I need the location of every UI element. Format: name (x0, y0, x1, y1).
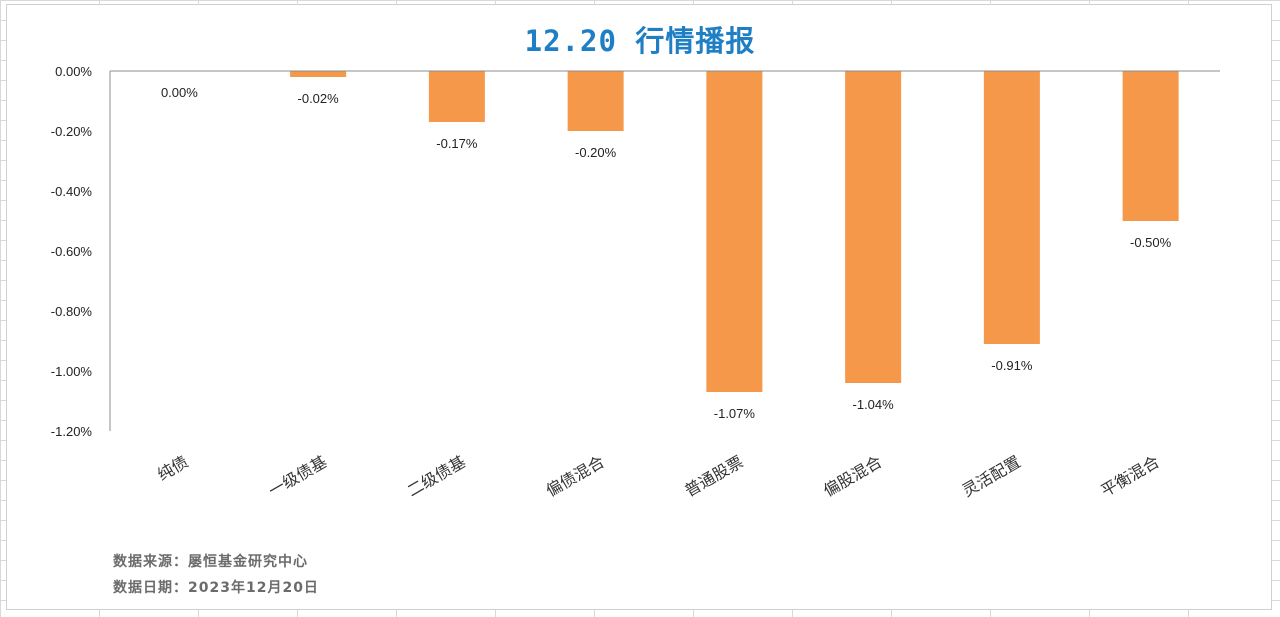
category-label: 普通股票 (681, 452, 746, 500)
chart-area[interactable] (6, 4, 1272, 610)
bar (1122, 71, 1179, 221)
bar (845, 71, 902, 383)
data-label: -0.17% (436, 136, 478, 151)
category-label: 平衡混合 (1098, 452, 1163, 500)
bar (428, 71, 485, 122)
y-tick-label: -1.20% (51, 424, 93, 439)
category-label: 灵活配置 (959, 452, 1024, 500)
data-source-note: 数据来源：屡恒基金研究中心 (113, 554, 308, 570)
data-label: 0.00% (161, 85, 198, 100)
bar (290, 71, 347, 77)
data-label: -0.20% (575, 145, 617, 160)
y-tick-label: -0.40% (51, 184, 93, 199)
y-tick-label: -0.60% (51, 244, 93, 259)
bar (567, 71, 624, 131)
category-label: 偏股混合 (820, 452, 885, 500)
bar (706, 71, 763, 392)
category-label: 偏债混合 (543, 452, 608, 500)
category-label: 一级债基 (265, 452, 330, 500)
chart-title: 12.20 行情播报 (524, 24, 756, 58)
category-label: 纯债 (154, 452, 191, 484)
data-label: -1.04% (853, 397, 895, 412)
data-label: -0.50% (1130, 235, 1172, 250)
data-label: -0.91% (991, 358, 1033, 373)
y-tick-label: -1.00% (51, 364, 93, 379)
y-tick-label: -0.80% (51, 304, 93, 319)
data-label: -1.07% (714, 406, 756, 421)
y-tick-label: 0.00% (55, 64, 92, 79)
y-tick-label: -0.20% (51, 124, 93, 139)
data-label: -0.02% (298, 91, 340, 106)
bar (983, 71, 1040, 344)
data-date-note: 数据日期：2023年12月20日 (113, 580, 319, 596)
category-label: 二级债基 (404, 452, 469, 500)
